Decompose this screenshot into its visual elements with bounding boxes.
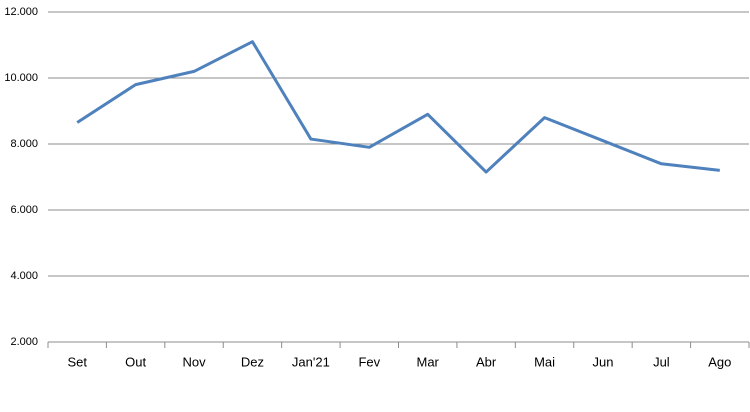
- line: [76, 40, 720, 174]
- x-tick-label: Set: [67, 354, 87, 369]
- x-tick-label: Jun: [592, 354, 613, 369]
- x-tick-label: Mai: [534, 354, 555, 369]
- y-tick-label: 6.000: [10, 204, 38, 216]
- x-tick-label: Dez: [241, 354, 264, 369]
- x-tick-label: Out: [125, 354, 146, 369]
- x-tick-label: Fev: [358, 354, 380, 369]
- x-tick-label: Abr: [476, 354, 497, 369]
- x-tick-label: Nov: [182, 354, 206, 369]
- x-tick-label: Ago: [708, 354, 731, 369]
- y-tick-label: 8.000: [10, 138, 38, 150]
- x-tick-label: Jul: [653, 354, 670, 369]
- y-tick-label: 10.000: [4, 72, 38, 84]
- x-tick-label: Jan'21: [292, 354, 330, 369]
- x-tick-label: Mar: [417, 354, 440, 369]
- y-tick-label: 4.000: [10, 270, 38, 282]
- y-tick-label: 12.000: [4, 6, 38, 18]
- y-tick-label: 2.000: [10, 336, 38, 348]
